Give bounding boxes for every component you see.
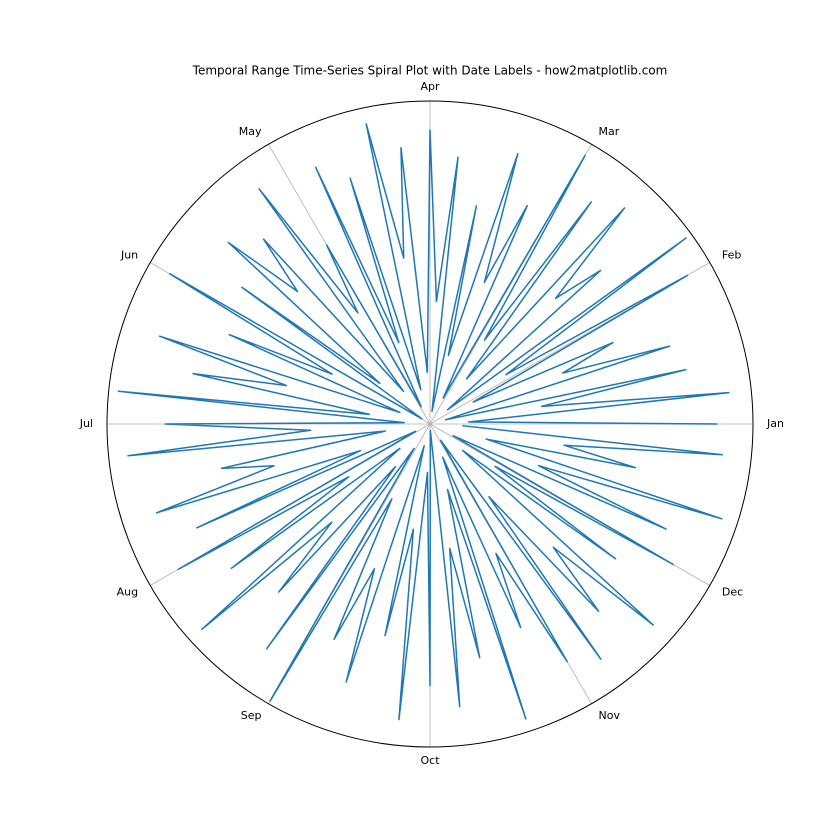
x-tick-label: Oct	[420, 754, 440, 767]
series-line	[117, 123, 730, 721]
x-tick-label: Sep	[241, 709, 262, 722]
x-tick-label: Dec	[722, 586, 743, 599]
x-tick-label: Jul	[79, 417, 93, 430]
x-tick-label: Feb	[722, 249, 741, 262]
x-tick-label: Apr	[420, 80, 440, 93]
polar-frame	[106, 100, 754, 748]
x-tick-label: Jan	[766, 417, 784, 430]
chart-title: Temporal Range Time-Series Spiral Plot w…	[192, 64, 668, 78]
x-tick-label: May	[239, 125, 262, 138]
x-tick-label: Jun	[120, 249, 138, 262]
x-tick-label: Nov	[599, 709, 621, 722]
x-tick-label: Aug	[117, 586, 138, 599]
x-tick-label: Mar	[599, 125, 620, 138]
